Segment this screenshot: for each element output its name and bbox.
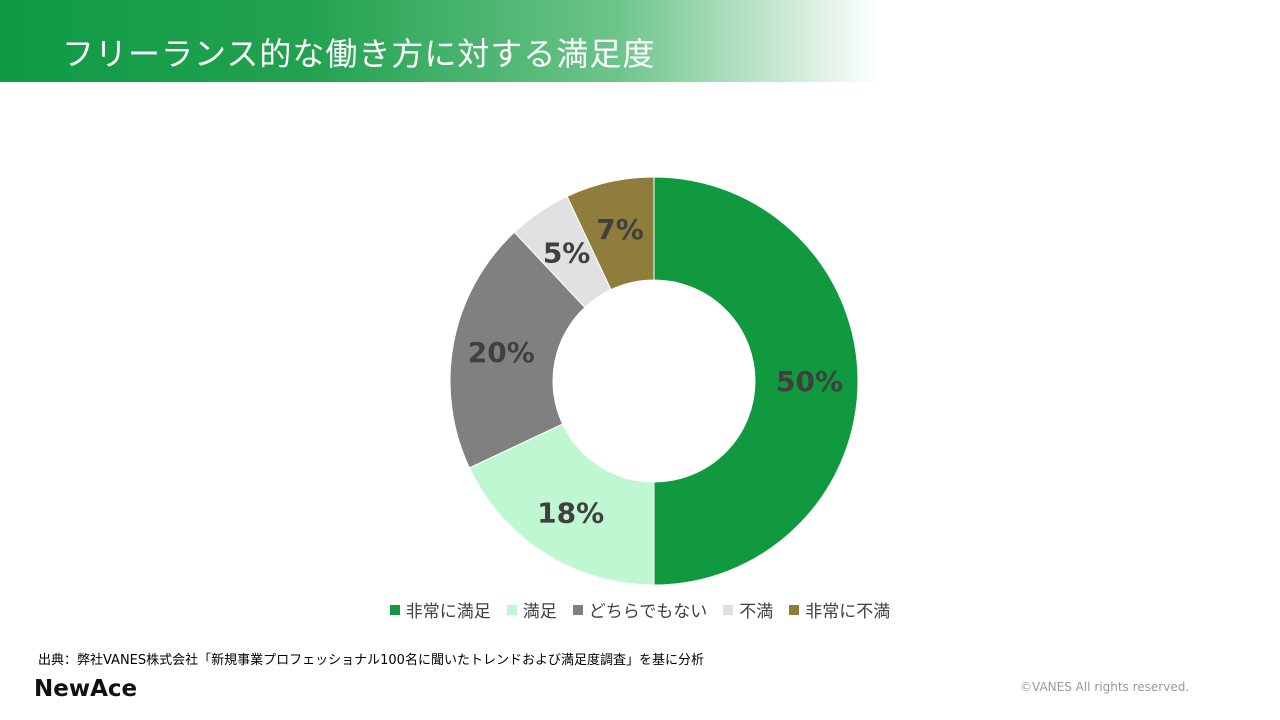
legend-label-1: 満足 <box>522 602 557 622</box>
slice-2 <box>449 231 586 469</box>
legend-swatch-2 <box>572 605 583 615</box>
slice-label-3: 5% <box>543 236 591 269</box>
legend-label-2: どちらでもない <box>588 602 708 622</box>
legend-item-0: 非常に満足 <box>389 597 491 622</box>
legend-swatch-4 <box>789 605 800 615</box>
slice-label-1: 18% <box>537 496 604 529</box>
legend-item-1: 満足 <box>506 597 557 622</box>
legend-swatch-1 <box>506 605 517 615</box>
legend-label-3: 不満 <box>739 602 774 622</box>
header-banner: フリーランス的な働き方に対する満足度 <box>0 0 880 82</box>
page-title: フリーランス的な働き方に対する満足度 <box>62 35 656 73</box>
slice-4 <box>566 176 655 291</box>
legend-label-0: 非常に満足 <box>405 602 491 622</box>
legend-label-4: 非常に不満 <box>805 602 891 622</box>
brand-logo: NewAce <box>34 676 138 702</box>
copyright-text: ©VANES All rights reserved. <box>1020 680 1190 694</box>
legend-item-2: どちらでもない <box>572 597 708 622</box>
slice-label-0: 50% <box>776 365 843 398</box>
slice-label-4: 7% <box>596 213 644 246</box>
slice-label-2: 20% <box>468 336 535 369</box>
source-note: 出典：弊社VANES株式会社「新規事業プロフェッショナル100名に聞いたトレンド… <box>38 653 704 668</box>
chart-legend: 非常に満足 満足 どちらでもない 不満 非常に不満 <box>0 597 1280 622</box>
legend-swatch-0 <box>389 605 400 615</box>
slice-0 <box>653 176 859 586</box>
legend-item-4: 非常に不満 <box>789 597 890 622</box>
legend-item-3: 不満 <box>723 597 773 622</box>
slice-1 <box>468 423 655 586</box>
legend-swatch-3 <box>723 605 734 615</box>
